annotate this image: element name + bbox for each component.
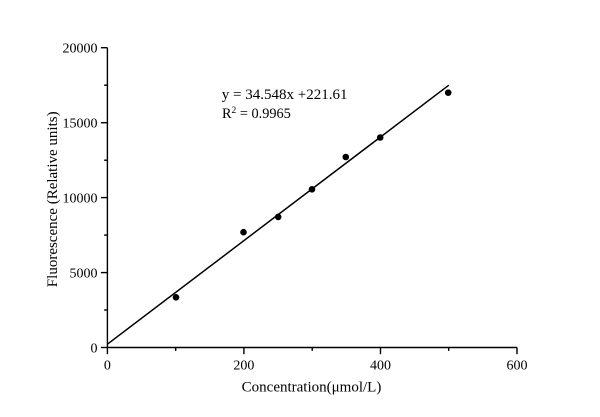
svg-text:0: 0	[91, 341, 98, 356]
svg-text:5000: 5000	[70, 266, 98, 281]
svg-text:600: 600	[507, 358, 528, 373]
svg-text:y = 34.548x +221.61: y = 34.548x +221.61	[222, 87, 348, 103]
svg-text:200: 200	[233, 358, 254, 373]
svg-text:400: 400	[370, 358, 391, 373]
svg-text:20000: 20000	[63, 42, 98, 57]
svg-text:10000: 10000	[63, 191, 98, 206]
svg-text:Concentration(μmol/L): Concentration(μmol/L)	[242, 379, 382, 395]
svg-text:15000: 15000	[63, 117, 98, 132]
svg-text:R2 = 0.9965: R2 = 0.9965	[222, 106, 291, 122]
svg-text:0: 0	[104, 358, 111, 373]
svg-text:Fluorescence (Relative units): Fluorescence (Relative units)	[45, 111, 61, 287]
